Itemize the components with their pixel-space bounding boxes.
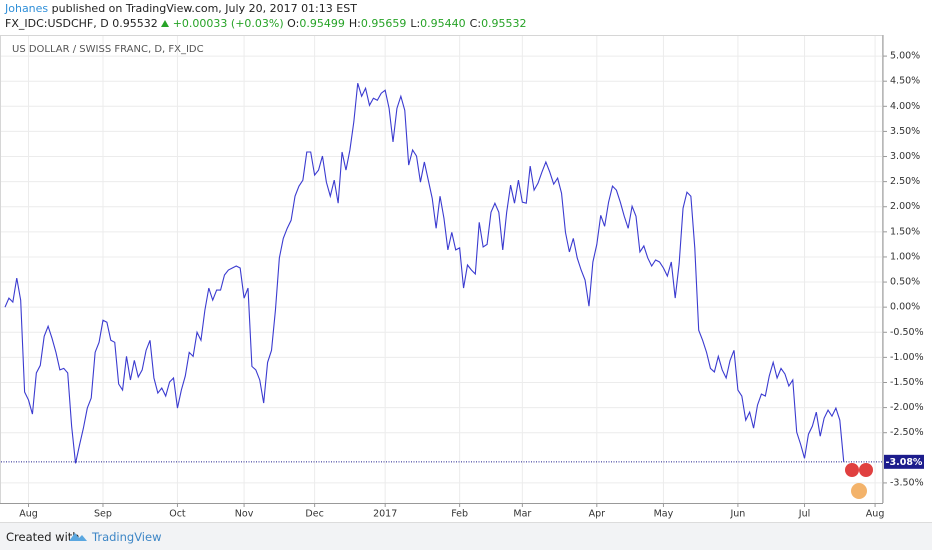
x-tick-label: Nov bbox=[235, 509, 254, 520]
last-value-box bbox=[884, 454, 924, 469]
header-line: Johanes published on TradingView.com, Ju… bbox=[5, 2, 357, 15]
symbol: FX_IDC:USDCHF, D bbox=[5, 17, 109, 30]
footer: Created with TradingView bbox=[0, 522, 932, 550]
y-tick-label: 1.50% bbox=[890, 226, 920, 237]
y-tick-label: 2.50% bbox=[890, 176, 920, 187]
x-tick-label: Aug bbox=[19, 509, 38, 520]
x-tick-label: Oct bbox=[169, 509, 186, 520]
x-tick-label: Dec bbox=[305, 509, 323, 520]
y-tick-label: -1.00% bbox=[890, 352, 924, 363]
x-tick-label: 2017 bbox=[373, 509, 397, 520]
y-tick-label: -2.00% bbox=[890, 402, 924, 413]
x-tick-label: Jun bbox=[729, 509, 745, 520]
ohlc-label: O: bbox=[287, 17, 300, 30]
x-tick-label: Sep bbox=[94, 509, 112, 520]
ohlc: O:0.95499 H:0.95659 L:0.95440 C:0.95532 bbox=[287, 17, 530, 30]
price: 0.95532 bbox=[112, 17, 158, 30]
plot-frame bbox=[0, 35, 883, 504]
x-tick-label: Mar bbox=[513, 509, 531, 520]
x-tick-label: Jul bbox=[798, 509, 810, 520]
y-tick-label: -1.50% bbox=[890, 377, 924, 388]
x-tick-label: Aug bbox=[866, 509, 885, 520]
y-tick-label: -3.50% bbox=[890, 477, 924, 488]
y-tick-label: 1.00% bbox=[890, 251, 920, 262]
y-tick-label: -2.50% bbox=[890, 427, 924, 438]
x-tick-label: May bbox=[654, 509, 674, 520]
up-arrow bbox=[161, 20, 170, 27]
y-tick-label: -0.50% bbox=[890, 327, 924, 338]
symbol-line: FX_IDC:USDCHF, D 0.95532 +0.00033 (+0.03… bbox=[5, 17, 531, 30]
y-tick-label: 2.00% bbox=[890, 201, 920, 212]
chart-title: US DOLLAR / SWISS FRANC, D, FX_IDC bbox=[12, 44, 204, 55]
brand[interactable]: TradingView bbox=[92, 530, 162, 544]
logo bbox=[69, 533, 87, 541]
chart: US DOLLAR / SWISS FRANC, D, FX_IDC 5.00%… bbox=[0, 35, 924, 520]
y-tick-label: 3.50% bbox=[890, 126, 920, 137]
price-line bbox=[4, 83, 845, 464]
ohlc-value: 0.95659 bbox=[360, 17, 407, 30]
created-with: Created with bbox=[6, 530, 80, 544]
ohlc-value: 0.95532 bbox=[481, 17, 527, 30]
change: +0.00033 (+0.03%) bbox=[172, 17, 284, 30]
y-tick-label: 3.00% bbox=[890, 151, 920, 162]
last-value-label: -3.08% bbox=[886, 457, 923, 468]
ohlc-label: H: bbox=[348, 17, 361, 30]
y-tick-label: 4.50% bbox=[890, 76, 920, 87]
symbol-icons bbox=[845, 463, 873, 499]
y-tick-label: 4.00% bbox=[890, 101, 920, 112]
x-tick-label: Feb bbox=[451, 509, 468, 520]
ohlc-label: C: bbox=[469, 17, 482, 30]
y-tick-label: 0.00% bbox=[890, 302, 920, 313]
ohlc-value: 0.95440 bbox=[420, 17, 466, 30]
author[interactable]: Johanes bbox=[5, 2, 49, 15]
published: published on TradingView.com, July 20, 2… bbox=[51, 2, 357, 15]
ohlc-value: 0.95499 bbox=[299, 17, 345, 30]
x-tick-label: Apr bbox=[589, 509, 606, 520]
ohlc-label: L: bbox=[410, 17, 421, 30]
y-tick-label: 5.00% bbox=[890, 51, 920, 62]
y-tick-label: 0.50% bbox=[890, 277, 920, 288]
